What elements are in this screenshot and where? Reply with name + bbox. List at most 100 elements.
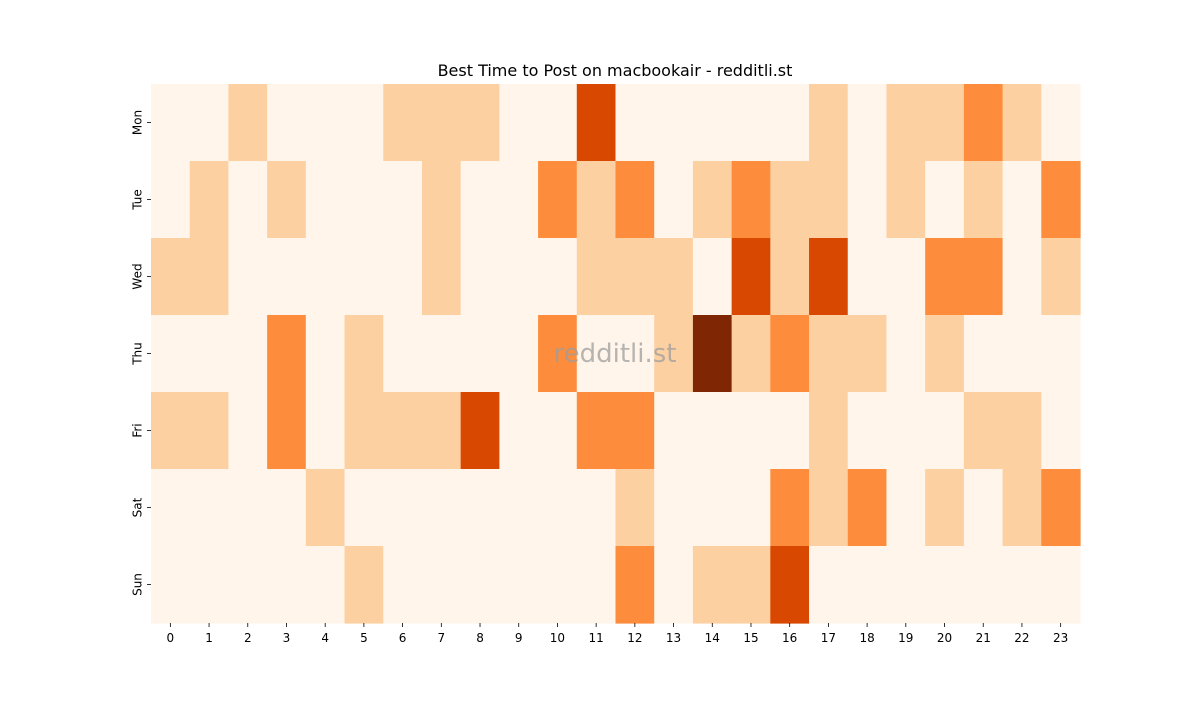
heatmap-cell-thu-21 [963, 315, 1004, 393]
x-tick-label: 10 [550, 631, 565, 645]
heatmap-cell-wed-18 [847, 238, 888, 316]
heatmap-cell-sat-3 [267, 469, 307, 547]
heatmap-cell-tue-9 [499, 161, 539, 239]
heatmap-cell-sun-8 [460, 546, 500, 624]
heatmap-cell-thu-6 [383, 315, 423, 393]
heatmap-cell-mon-23 [1041, 84, 1081, 162]
heatmap-cell-fri-16 [770, 392, 810, 470]
heatmap-cell-sat-23 [1041, 469, 1081, 547]
heatmap-cell-thu-20 [925, 315, 965, 393]
heatmap-cell-tue-8 [460, 161, 500, 239]
x-tick-label: 7 [437, 631, 445, 645]
x-tick-label: 12 [627, 631, 642, 645]
heatmap-cell-sun-4 [305, 546, 346, 624]
x-tick-label: 0 [167, 631, 175, 645]
heatmap-cell-sat-21 [963, 469, 1004, 547]
heatmap-cell-sun-10 [538, 546, 578, 624]
heatmap-cell-tue-3 [267, 161, 307, 239]
x-tick-label: 19 [898, 631, 913, 645]
heatmap-cell-tue-4 [305, 161, 346, 239]
heatmap-cell-wed-2 [228, 238, 268, 316]
heatmap-cell-sat-7 [421, 469, 462, 547]
heatmap-cell-sat-1 [189, 469, 230, 547]
heatmap-cell-sat-4 [305, 469, 346, 547]
heatmap-cell-mon-1 [189, 84, 230, 162]
x-tick-label: 3 [283, 631, 291, 645]
heatmap-cell-sun-16 [770, 546, 810, 624]
heatmap-cell-mon-6 [383, 84, 423, 162]
heatmap-cell-mon-14 [692, 84, 733, 162]
heatmap-cell-sat-14 [692, 469, 733, 547]
heatmap-cell-sun-2 [228, 546, 268, 624]
heatmap-cell-tue-7 [421, 161, 462, 239]
heatmap-cell-fri-17 [809, 392, 849, 470]
heatmap-cell-wed-1 [189, 238, 230, 316]
y-tick-label: Mon [131, 110, 145, 135]
heatmap-cell-sun-13 [654, 546, 694, 624]
heatmap-cell-mon-22 [1002, 84, 1042, 162]
heatmap-cell-sun-12 [615, 546, 655, 624]
heatmap-cell-mon-12 [615, 84, 655, 162]
heatmap-cell-fri-20 [925, 392, 965, 470]
x-tick-label: 1 [205, 631, 213, 645]
heatmap-cell-fri-10 [538, 392, 578, 470]
heatmap-cell-wed-22 [1002, 238, 1042, 316]
heatmap-cell-tue-0 [151, 161, 191, 239]
heatmap-cell-mon-10 [538, 84, 578, 162]
heatmap-cell-sun-18 [847, 546, 888, 624]
heatmap-cell-mon-21 [963, 84, 1004, 162]
x-tick-label: 4 [321, 631, 329, 645]
heatmap-cell-wed-0 [151, 238, 191, 316]
heatmap-cell-thu-5 [344, 315, 384, 393]
heatmap-cell-tue-23 [1041, 161, 1081, 239]
heatmap-cell-tue-11 [576, 161, 617, 239]
heatmap-cell-tue-12 [615, 161, 655, 239]
x-tick-label: 6 [399, 631, 407, 645]
heatmap-cell-thu-1 [189, 315, 230, 393]
heatmap-cell-fri-2 [228, 392, 268, 470]
heatmap-cell-thu-0 [151, 315, 191, 393]
heatmap-cell-tue-2 [228, 161, 268, 239]
x-axis-ticks: 0 1 2 3 4 5 6 7 8 9 10 11 12 13 14 15 16 17 18 19 20 21 22 23 [167, 623, 1068, 645]
heatmap-cell-sat-10 [538, 469, 578, 547]
heatmap-cell-mon-3 [267, 84, 307, 162]
heatmap-cell-thu-7 [421, 315, 462, 393]
heatmap-cell-sat-9 [499, 469, 539, 547]
heatmap-cell-tue-6 [383, 161, 423, 239]
y-tick-label: Sun [131, 573, 145, 596]
heatmap-cell-sun-3 [267, 546, 307, 624]
x-tick-label: 9 [515, 631, 523, 645]
chart-title: Best Time to Post on macbookair - reddit… [438, 61, 793, 80]
heatmap-cell-sat-12 [615, 469, 655, 547]
heatmap-cell-fri-13 [654, 392, 694, 470]
heatmap-cell-tue-5 [344, 161, 384, 239]
x-tick-label: 5 [360, 631, 368, 645]
heatmap-cell-thu-13 [654, 315, 694, 393]
heatmap-cell-mon-4 [305, 84, 346, 162]
heatmap-cell-wed-6 [383, 238, 423, 316]
heatmap-cell-sat-18 [847, 469, 888, 547]
heatmap-cell-sun-5 [344, 546, 384, 624]
heatmap-cell-fri-8 [460, 392, 500, 470]
heatmap-cell-fri-19 [886, 392, 926, 470]
heatmap-cell-sun-17 [809, 546, 849, 624]
heatmap-cell-fri-7 [421, 392, 462, 470]
heatmap-cell-wed-10 [538, 238, 578, 316]
x-tick-label: 14 [705, 631, 720, 645]
y-tick-label: Wed [131, 263, 145, 289]
heatmap-cell-mon-18 [847, 84, 888, 162]
x-tick-label: 23 [1053, 631, 1068, 645]
x-tick-label: 17 [821, 631, 836, 645]
heatmap-cell-thu-4 [305, 315, 346, 393]
heatmap-cell-sat-5 [344, 469, 384, 547]
heatmap-cell-wed-8 [460, 238, 500, 316]
heatmap-cell-fri-22 [1002, 392, 1042, 470]
heatmap-cell-fri-1 [189, 392, 230, 470]
heatmap-cell-wed-9 [499, 238, 539, 316]
heatmap-cell-mon-13 [654, 84, 694, 162]
heatmap-cell-fri-0 [151, 392, 191, 470]
heatmap-cell-wed-3 [267, 238, 307, 316]
x-tick-label: 8 [476, 631, 484, 645]
heatmap-cell-sun-14 [692, 546, 733, 624]
